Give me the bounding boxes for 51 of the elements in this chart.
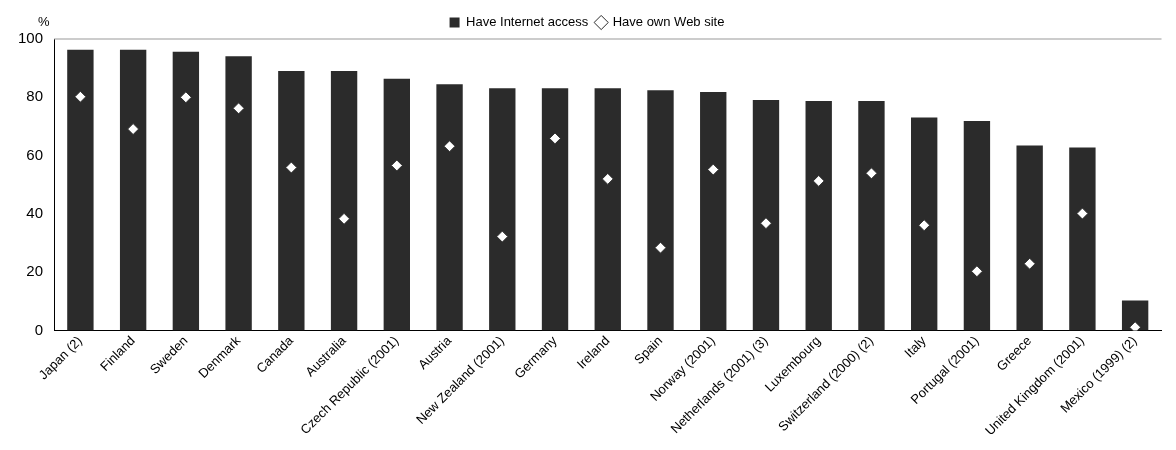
bar — [67, 49, 94, 331]
bar — [805, 101, 832, 331]
bar — [963, 120, 991, 331]
legend-label: Have own Web site — [612, 14, 725, 30]
point — [443, 140, 456, 153]
y-tick-label: 40 — [26, 204, 44, 221]
point — [496, 230, 509, 243]
point — [601, 172, 614, 185]
point — [865, 167, 878, 180]
point — [549, 132, 562, 145]
point — [285, 161, 298, 174]
bar — [278, 71, 305, 331]
point — [1023, 257, 1036, 270]
bar — [541, 88, 569, 331]
bar — [647, 90, 674, 331]
x-tick-label: Italy — [901, 332, 930, 361]
bar — [119, 49, 147, 331]
y-tick-label: 100 — [18, 29, 44, 47]
y-tick-label: 20 — [26, 262, 44, 280]
point — [1129, 321, 1142, 331]
y-tick-label: 0 — [34, 320, 44, 338]
bar — [489, 88, 516, 331]
bar — [225, 56, 252, 331]
y-axis-title: % — [38, 14, 51, 30]
point — [812, 174, 825, 187]
point — [918, 219, 931, 232]
point — [74, 90, 87, 103]
bar — [330, 71, 358, 331]
point — [232, 102, 245, 115]
point — [127, 123, 140, 136]
bar — [383, 78, 410, 331]
y-tick-label: 80 — [26, 87, 44, 105]
point — [1076, 207, 1089, 220]
bar — [436, 84, 463, 331]
point — [759, 217, 772, 230]
point — [654, 241, 667, 254]
bar — [752, 99, 780, 331]
bar — [1016, 145, 1043, 331]
point — [179, 91, 192, 104]
point — [338, 212, 351, 225]
y-tick-label: 60 — [26, 145, 44, 163]
point — [707, 163, 720, 176]
point — [970, 265, 983, 278]
bar — [594, 88, 621, 331]
legend-label: Have Internet access — [466, 14, 589, 30]
bar — [172, 51, 200, 331]
bar — [911, 117, 938, 331]
bar — [700, 92, 727, 331]
bar — [858, 101, 885, 331]
point — [390, 159, 403, 172]
bar — [1069, 147, 1096, 331]
